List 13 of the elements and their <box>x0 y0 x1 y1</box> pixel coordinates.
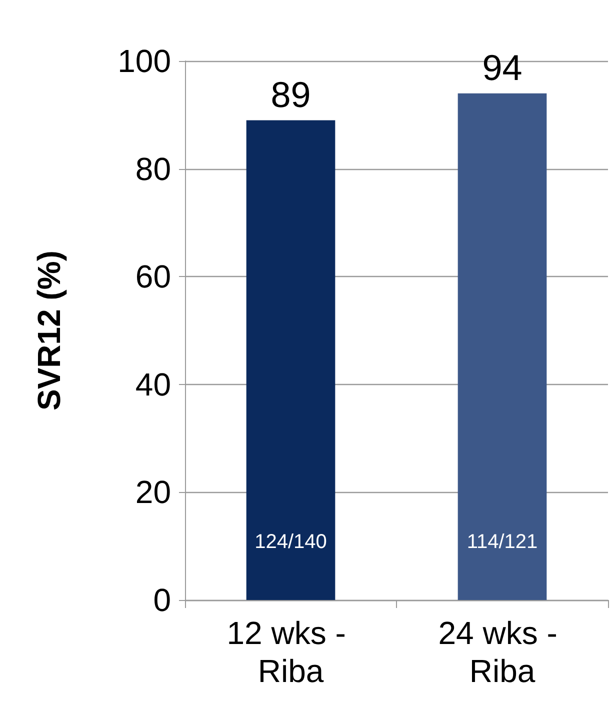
x-tick-label: 24 wks - Riba <box>438 615 566 689</box>
annotation: 114/121 <box>466 531 538 553</box>
y-tick-label: 20 <box>135 474 171 510</box>
y-tick-label: 60 <box>135 258 171 295</box>
y-tick-label: 80 <box>135 150 171 187</box>
y-tick-label: 100 <box>118 43 171 79</box>
y-tick-label: 40 <box>135 366 171 402</box>
data-label: 89 <box>270 74 311 115</box>
x-tick-label: 12 wks - Riba <box>226 615 355 689</box>
y-tick-label: 0 <box>153 582 171 618</box>
y-axis-title: SVR12 (%) <box>31 250 67 411</box>
data-label: 94 <box>482 46 522 88</box>
annotation: 124/140 <box>254 531 327 553</box>
